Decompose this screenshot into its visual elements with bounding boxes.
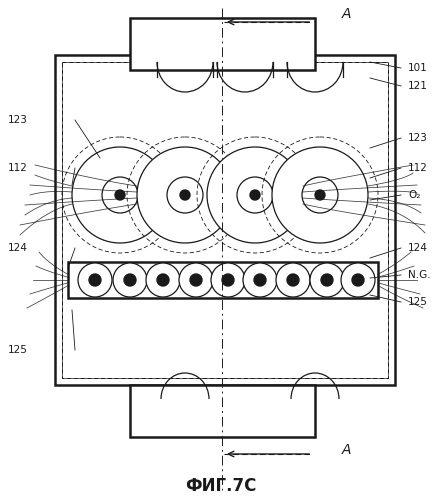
Circle shape <box>78 263 112 297</box>
Bar <box>62 62 388 378</box>
Circle shape <box>89 274 101 286</box>
Text: 123: 123 <box>408 133 428 143</box>
Text: 112: 112 <box>408 163 428 173</box>
Circle shape <box>190 274 202 286</box>
Text: 101: 101 <box>408 63 428 73</box>
Circle shape <box>146 263 180 297</box>
Circle shape <box>250 190 260 200</box>
Text: 121: 121 <box>408 81 428 91</box>
Circle shape <box>222 274 234 286</box>
Circle shape <box>137 147 233 243</box>
Circle shape <box>287 274 299 286</box>
Text: O₂: O₂ <box>408 190 420 200</box>
Circle shape <box>321 274 333 286</box>
Circle shape <box>167 177 203 213</box>
Text: 112: 112 <box>8 163 28 173</box>
Circle shape <box>113 263 147 297</box>
Circle shape <box>179 263 213 297</box>
Text: 123: 123 <box>8 115 28 125</box>
Circle shape <box>72 147 168 243</box>
Circle shape <box>302 177 338 213</box>
Text: 125: 125 <box>8 345 28 355</box>
Circle shape <box>124 274 136 286</box>
Bar <box>55 55 395 385</box>
Circle shape <box>272 147 368 243</box>
Text: ФИГ.7C: ФИГ.7C <box>185 477 257 495</box>
Circle shape <box>211 263 245 297</box>
Text: N.G.: N.G. <box>408 270 430 280</box>
Text: A: A <box>342 7 351 21</box>
Circle shape <box>276 263 310 297</box>
Circle shape <box>341 263 375 297</box>
Circle shape <box>243 263 277 297</box>
Bar <box>130 385 315 437</box>
Bar <box>68 262 378 298</box>
Text: A: A <box>342 443 351 457</box>
Circle shape <box>180 190 190 200</box>
Text: 124: 124 <box>8 243 28 253</box>
Circle shape <box>157 274 169 286</box>
Bar <box>62 62 388 378</box>
Text: 124: 124 <box>408 243 428 253</box>
Circle shape <box>310 263 344 297</box>
Circle shape <box>207 147 303 243</box>
Text: 125: 125 <box>408 297 428 307</box>
Circle shape <box>254 274 266 286</box>
Circle shape <box>115 190 125 200</box>
Circle shape <box>102 177 138 213</box>
Circle shape <box>352 274 364 286</box>
Circle shape <box>315 190 325 200</box>
Bar <box>130 18 315 70</box>
Circle shape <box>237 177 273 213</box>
